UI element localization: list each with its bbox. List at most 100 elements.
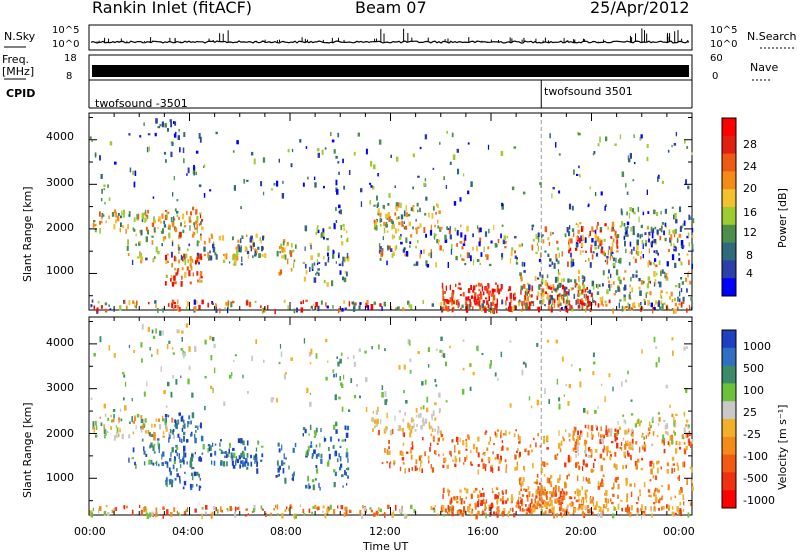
data-cell (639, 256, 642, 260)
data-cell (108, 345, 111, 351)
data-cell (685, 445, 688, 451)
data-cell (409, 245, 411, 248)
data-cell (581, 282, 584, 286)
data-cell (135, 233, 137, 237)
data-cell (260, 240, 262, 244)
data-cell (495, 432, 498, 438)
data-cell (278, 158, 280, 163)
data-cell (224, 307, 226, 310)
data-cell (522, 284, 526, 289)
data-cell (624, 270, 627, 273)
data-cell (228, 261, 231, 264)
data-cell (420, 250, 423, 255)
data-cell (559, 448, 562, 453)
data-cell (611, 226, 614, 232)
data-cell (462, 292, 465, 297)
data-cell (679, 226, 682, 232)
data-cell (599, 438, 602, 445)
data-cell (171, 282, 175, 287)
data-cell (281, 193, 285, 199)
data-cell (359, 302, 362, 305)
velocity-data-cells (89, 323, 694, 520)
data-cell (194, 425, 197, 428)
data-cell (282, 241, 285, 246)
data-cell (167, 414, 170, 418)
data-cell (201, 299, 204, 305)
data-cell (455, 283, 457, 288)
data-cell (234, 506, 237, 512)
data-cell (263, 359, 265, 363)
data-cell (688, 242, 690, 247)
data-cell (677, 296, 679, 302)
data-cell (454, 450, 456, 453)
data-cell (424, 134, 428, 140)
data-cell (672, 511, 675, 517)
data-cell (540, 503, 542, 508)
data-cell (195, 471, 199, 476)
data-cell (415, 245, 417, 249)
data-cell (482, 453, 484, 456)
data-cell (498, 458, 502, 464)
data-cell (555, 501, 558, 504)
data-cell (514, 255, 517, 259)
data-cell (119, 429, 121, 433)
data-cell (606, 260, 609, 265)
data-cell (555, 257, 558, 262)
data-cell (344, 257, 347, 262)
data-cell (617, 421, 619, 425)
data-cell (632, 429, 634, 435)
data-cell (136, 256, 140, 259)
data-cell (674, 213, 677, 219)
freq-strip (88, 54, 693, 81)
data-cell (525, 303, 528, 310)
data-cell (528, 293, 530, 298)
data-cell (539, 271, 541, 277)
data-cell (284, 477, 287, 484)
data-cell (564, 482, 567, 489)
data-cell (608, 269, 610, 274)
data-cell (509, 306, 512, 312)
data-cell (690, 216, 693, 220)
data-cell (330, 132, 332, 136)
data-cell (604, 205, 606, 211)
data-cell (128, 133, 131, 136)
data-cell (572, 262, 575, 267)
data-cell (290, 267, 293, 272)
data-cell (185, 306, 188, 310)
data-cell (332, 251, 335, 254)
data-cell (378, 429, 380, 436)
data-cell (569, 247, 572, 252)
data-cell (311, 511, 314, 515)
data-cell (194, 346, 197, 352)
data-cell (465, 441, 468, 448)
data-cell (554, 492, 557, 497)
data-cell (99, 211, 101, 217)
data-cell (603, 252, 606, 257)
data-cell (125, 305, 128, 310)
data-cell (520, 497, 522, 499)
data-cell (533, 507, 536, 513)
data-cell (293, 259, 296, 263)
data-cell (636, 502, 639, 505)
data-cell (111, 509, 115, 513)
data-cell (403, 247, 406, 251)
data-cell (433, 232, 436, 237)
data-cell (153, 451, 156, 454)
data-cell (528, 507, 530, 513)
data-cell (616, 429, 620, 435)
data-cell (392, 429, 394, 435)
data-cell (196, 240, 199, 247)
data-cell (677, 476, 679, 480)
data-cell (661, 180, 664, 184)
data-cell (460, 254, 462, 258)
data-cell (467, 288, 471, 294)
data-cell (254, 454, 258, 459)
data-cell (380, 249, 384, 256)
data-cell (202, 444, 205, 450)
data-cell (186, 461, 188, 465)
data-cell (664, 424, 667, 430)
data-cell (624, 507, 628, 512)
data-cell (164, 414, 168, 418)
data-cell (455, 255, 458, 261)
data-cell (627, 428, 630, 433)
